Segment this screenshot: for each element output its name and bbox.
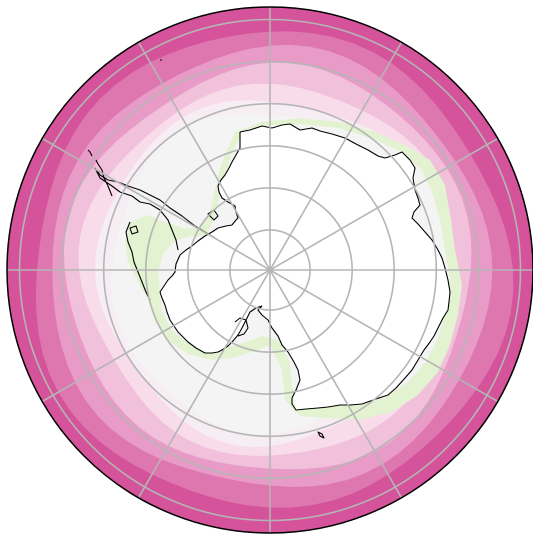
- coastline-weddell: [217, 132, 241, 226]
- coastline-ice-shelf-west: [125, 221, 151, 301]
- coastline-island-3: [317, 431, 325, 439]
- coastline-roosevelt: [234, 317, 249, 337]
- coastline-island-5: [87, 149, 93, 157]
- coastline-ross-sea: [159, 224, 263, 354]
- graticule: [7, 7, 533, 533]
- coastline-island-2: [129, 225, 139, 235]
- map-field: [7, 7, 533, 533]
- coastline-east-antarctica: [239, 123, 451, 411]
- meridian-6: [137, 41, 403, 499]
- coastline-peninsula-west: [94, 167, 179, 251]
- antarctica-land: [160, 124, 450, 410]
- map-boundary: [6, 6, 533, 534]
